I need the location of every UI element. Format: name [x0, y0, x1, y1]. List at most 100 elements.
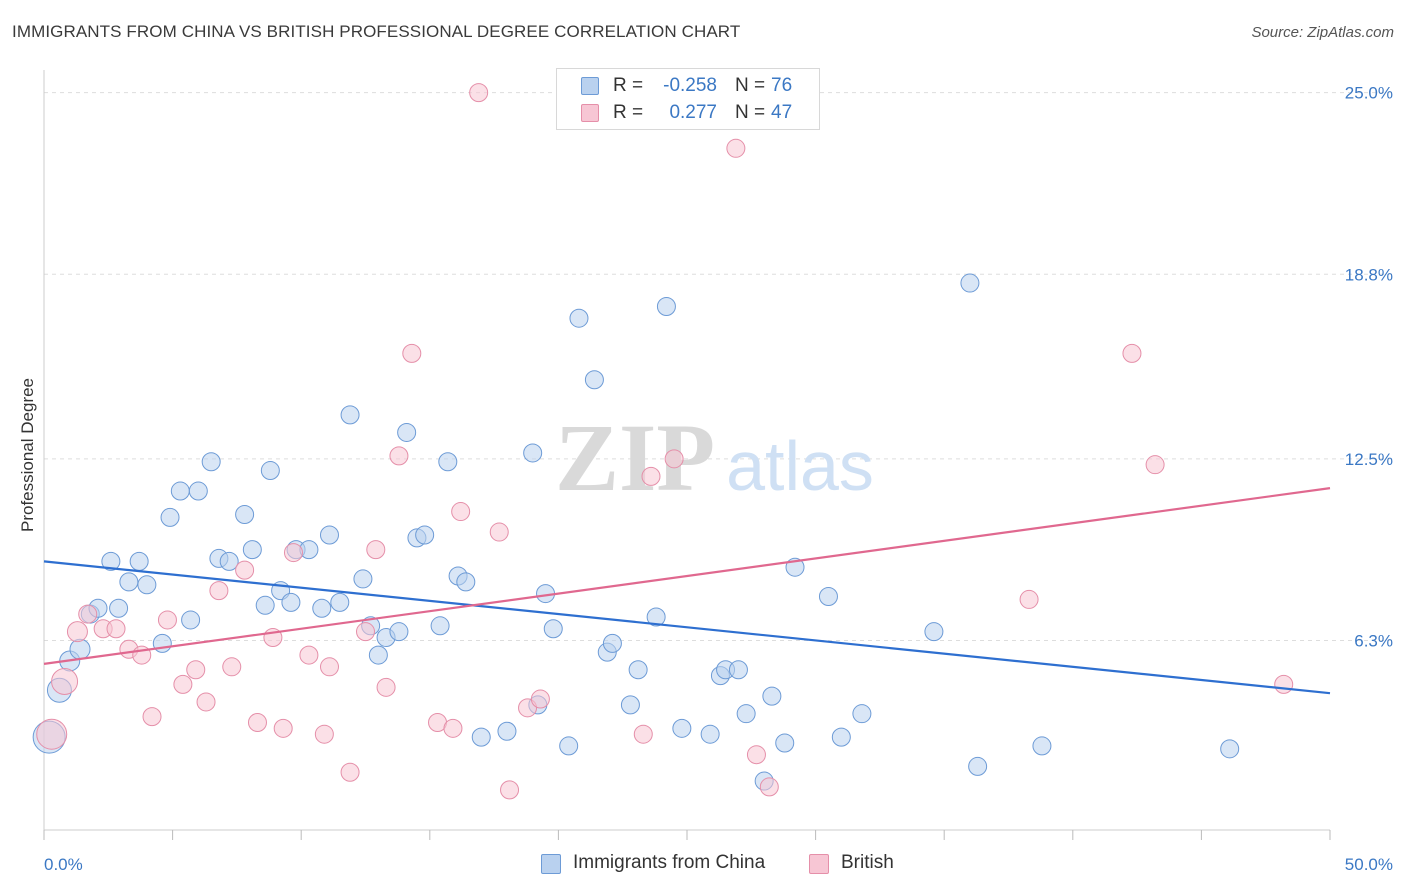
british-point — [299, 645, 319, 665]
stats-row-china: R = -0.258 N = 76 — [557, 74, 819, 100]
china-point — [299, 540, 319, 560]
n-value: 47 — [771, 102, 793, 123]
n-label: N = — [735, 75, 766, 96]
n-value: 76 — [771, 75, 793, 96]
china-point — [620, 695, 640, 715]
british-point — [142, 707, 162, 727]
china-point — [831, 727, 851, 747]
british-point — [247, 712, 267, 732]
british-point — [530, 689, 550, 709]
y-tick-label: 6.3% — [1354, 631, 1393, 650]
china-point — [330, 592, 350, 612]
british-point — [1274, 674, 1294, 694]
british-point — [1122, 343, 1142, 363]
british-legend-swatch — [809, 854, 829, 874]
china-point — [101, 551, 121, 571]
legend-label-china: Immigrants from China — [573, 852, 766, 873]
british-point — [222, 657, 242, 677]
british-point — [389, 446, 409, 466]
british-point — [469, 83, 489, 103]
british-point — [209, 581, 229, 601]
watermark: ZIP atlas — [555, 404, 874, 511]
china-point — [160, 507, 180, 527]
british-point — [633, 724, 653, 744]
china-point — [852, 704, 872, 724]
y-tick-labels: 6.3% 12.5% 18.8% 25.0% — [1345, 84, 1393, 651]
china-point — [119, 572, 139, 592]
china-point — [968, 756, 988, 776]
y-tick-label: 25.0% — [1345, 84, 1393, 103]
china-point — [960, 273, 980, 293]
china-point — [368, 645, 388, 665]
british-point — [402, 343, 422, 363]
china-point — [430, 616, 450, 636]
china-point — [389, 622, 409, 642]
china-point — [543, 619, 563, 639]
china-point — [523, 443, 543, 463]
trend-lines — [43, 487, 1331, 695]
china-point — [201, 452, 221, 472]
china-legend-swatch — [541, 854, 561, 874]
british-point — [314, 724, 334, 744]
british-point — [106, 619, 126, 639]
legend-label-british: British — [841, 852, 894, 873]
china-point — [584, 370, 604, 390]
british-point — [157, 610, 177, 630]
china-point — [628, 660, 648, 680]
british-point — [283, 543, 303, 563]
china-point — [818, 587, 838, 607]
british-point — [196, 692, 216, 712]
china-point — [397, 422, 417, 442]
china-point — [672, 718, 692, 738]
china-point — [319, 525, 339, 545]
british-point — [489, 522, 509, 542]
china-point — [1032, 736, 1052, 756]
british-point — [51, 667, 79, 695]
british-point — [664, 449, 684, 469]
r-value: -0.258 — [663, 75, 717, 96]
british-point — [746, 745, 766, 765]
china-point — [181, 610, 201, 630]
british-point — [726, 138, 746, 158]
china-point — [340, 405, 360, 425]
series-legend: Immigrants from China British — [0, 852, 1406, 878]
source-credit: Source: ZipAtlas.com — [1251, 24, 1394, 41]
data-points — [32, 83, 1294, 800]
british-point — [340, 762, 360, 782]
china-point — [260, 461, 280, 481]
british-point — [366, 540, 386, 560]
china-point — [312, 598, 332, 618]
china-point — [728, 660, 748, 680]
china-point — [188, 481, 208, 501]
china-point — [242, 540, 262, 560]
axes — [43, 70, 1331, 840]
china-point — [109, 598, 129, 618]
china-point — [170, 481, 190, 501]
x-tick-label-min: 0.0% — [44, 855, 83, 874]
x-tick-label-max: 50.0% — [1345, 855, 1393, 874]
china-point — [736, 704, 756, 724]
chart-title: IMMIGRANTS FROM CHINA VS BRITISH PROFESS… — [12, 22, 741, 41]
china-point — [1220, 739, 1240, 759]
china-point — [219, 551, 239, 571]
china-point — [497, 721, 517, 741]
china-point — [762, 686, 782, 706]
china-point — [559, 736, 579, 756]
china-point — [775, 733, 795, 753]
british-point — [1145, 455, 1165, 475]
british-point — [78, 604, 98, 624]
n-label: N = — [735, 102, 766, 123]
china-swatch — [581, 77, 599, 95]
china-point — [471, 727, 491, 747]
china-point — [569, 308, 589, 328]
gridlines — [44, 92, 1393, 641]
stats-legend: R = -0.258 N = 76 R = 0.277 N = 47 — [556, 68, 820, 130]
china-point — [646, 607, 666, 627]
british-point — [173, 674, 193, 694]
china-point — [69, 638, 91, 660]
watermark-atlas: atlas — [726, 427, 874, 505]
china-point — [353, 569, 373, 589]
british-swatch — [581, 104, 599, 122]
british-trend-line — [43, 487, 1331, 665]
